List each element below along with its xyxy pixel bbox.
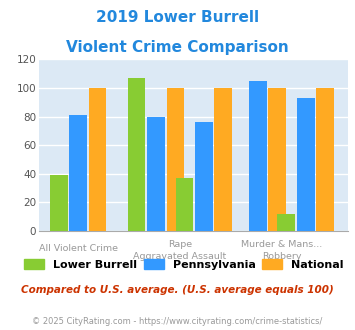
Bar [297, 98, 315, 231]
Bar [214, 88, 233, 231]
Bar [69, 115, 87, 231]
Bar [316, 88, 334, 231]
Text: Robbery: Robbery [262, 252, 302, 261]
Text: © 2025 CityRating.com - https://www.cityrating.com/crime-statistics/: © 2025 CityRating.com - https://www.city… [32, 317, 323, 326]
Bar [268, 88, 286, 231]
Bar [50, 175, 67, 231]
Text: Aggravated Assault: Aggravated Assault [133, 252, 226, 261]
Legend: Lower Burrell, Pennsylvania, National: Lower Burrell, Pennsylvania, National [20, 255, 348, 274]
Text: Murder & Mans...: Murder & Mans... [241, 240, 323, 248]
Bar [249, 81, 267, 231]
Bar [147, 116, 165, 231]
Text: All Violent Crime: All Violent Crime [39, 244, 118, 253]
Bar [175, 178, 193, 231]
Bar [127, 78, 146, 231]
Bar [88, 88, 106, 231]
Bar [166, 88, 185, 231]
Bar [195, 122, 213, 231]
Text: Compared to U.S. average. (U.S. average equals 100): Compared to U.S. average. (U.S. average … [21, 285, 334, 295]
Text: Rape: Rape [168, 240, 192, 248]
Text: 2019 Lower Burrell: 2019 Lower Burrell [96, 10, 259, 25]
Text: Violent Crime Comparison: Violent Crime Comparison [66, 40, 289, 54]
Bar [278, 214, 295, 231]
